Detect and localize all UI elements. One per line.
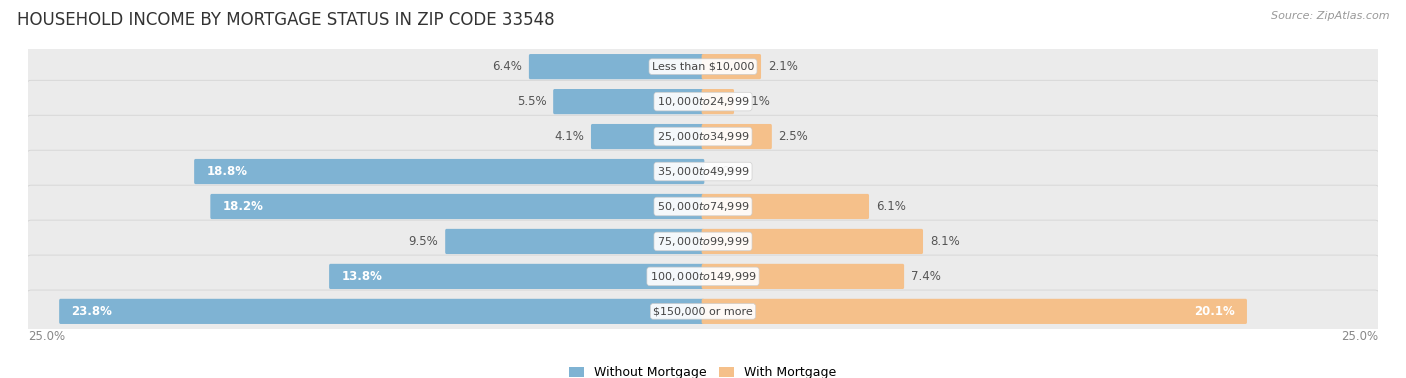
Text: 4.1%: 4.1% <box>554 130 585 143</box>
FancyBboxPatch shape <box>702 194 869 219</box>
Text: 18.8%: 18.8% <box>207 165 247 178</box>
FancyBboxPatch shape <box>59 299 704 324</box>
Text: $50,000 to $74,999: $50,000 to $74,999 <box>657 200 749 213</box>
Text: 1.1%: 1.1% <box>741 95 770 108</box>
Text: 2.5%: 2.5% <box>779 130 808 143</box>
FancyBboxPatch shape <box>702 89 734 114</box>
FancyBboxPatch shape <box>529 54 704 79</box>
Text: 7.4%: 7.4% <box>911 270 941 283</box>
FancyBboxPatch shape <box>27 80 1379 123</box>
Text: 6.4%: 6.4% <box>492 60 522 73</box>
Text: $35,000 to $49,999: $35,000 to $49,999 <box>657 165 749 178</box>
Text: 13.8%: 13.8% <box>342 270 382 283</box>
FancyBboxPatch shape <box>702 299 1247 324</box>
Text: $150,000 or more: $150,000 or more <box>654 307 752 316</box>
Text: 5.5%: 5.5% <box>517 95 547 108</box>
Text: 25.0%: 25.0% <box>28 330 65 342</box>
Text: 2.1%: 2.1% <box>768 60 797 73</box>
FancyBboxPatch shape <box>27 255 1379 298</box>
FancyBboxPatch shape <box>446 229 704 254</box>
Text: 0.0%: 0.0% <box>711 165 741 178</box>
FancyBboxPatch shape <box>329 264 704 289</box>
Text: 6.1%: 6.1% <box>876 200 905 213</box>
FancyBboxPatch shape <box>702 124 772 149</box>
FancyBboxPatch shape <box>553 89 704 114</box>
Text: Less than $10,000: Less than $10,000 <box>652 62 754 71</box>
Legend: Without Mortgage, With Mortgage: Without Mortgage, With Mortgage <box>564 361 842 378</box>
Text: 9.5%: 9.5% <box>409 235 439 248</box>
FancyBboxPatch shape <box>194 159 704 184</box>
FancyBboxPatch shape <box>27 185 1379 228</box>
FancyBboxPatch shape <box>702 229 922 254</box>
Text: 18.2%: 18.2% <box>222 200 263 213</box>
Text: 23.8%: 23.8% <box>72 305 112 318</box>
Text: 8.1%: 8.1% <box>929 235 959 248</box>
Text: $10,000 to $24,999: $10,000 to $24,999 <box>657 95 749 108</box>
FancyBboxPatch shape <box>27 290 1379 333</box>
Text: $25,000 to $34,999: $25,000 to $34,999 <box>657 130 749 143</box>
FancyBboxPatch shape <box>27 220 1379 263</box>
Text: 25.0%: 25.0% <box>1341 330 1378 342</box>
FancyBboxPatch shape <box>702 264 904 289</box>
Text: 20.1%: 20.1% <box>1194 305 1234 318</box>
Text: $100,000 to $149,999: $100,000 to $149,999 <box>650 270 756 283</box>
FancyBboxPatch shape <box>211 194 704 219</box>
FancyBboxPatch shape <box>27 150 1379 193</box>
FancyBboxPatch shape <box>591 124 704 149</box>
FancyBboxPatch shape <box>27 115 1379 158</box>
Text: $75,000 to $99,999: $75,000 to $99,999 <box>657 235 749 248</box>
Text: Source: ZipAtlas.com: Source: ZipAtlas.com <box>1271 11 1389 21</box>
FancyBboxPatch shape <box>27 45 1379 88</box>
FancyBboxPatch shape <box>702 54 761 79</box>
Text: HOUSEHOLD INCOME BY MORTGAGE STATUS IN ZIP CODE 33548: HOUSEHOLD INCOME BY MORTGAGE STATUS IN Z… <box>17 11 554 29</box>
